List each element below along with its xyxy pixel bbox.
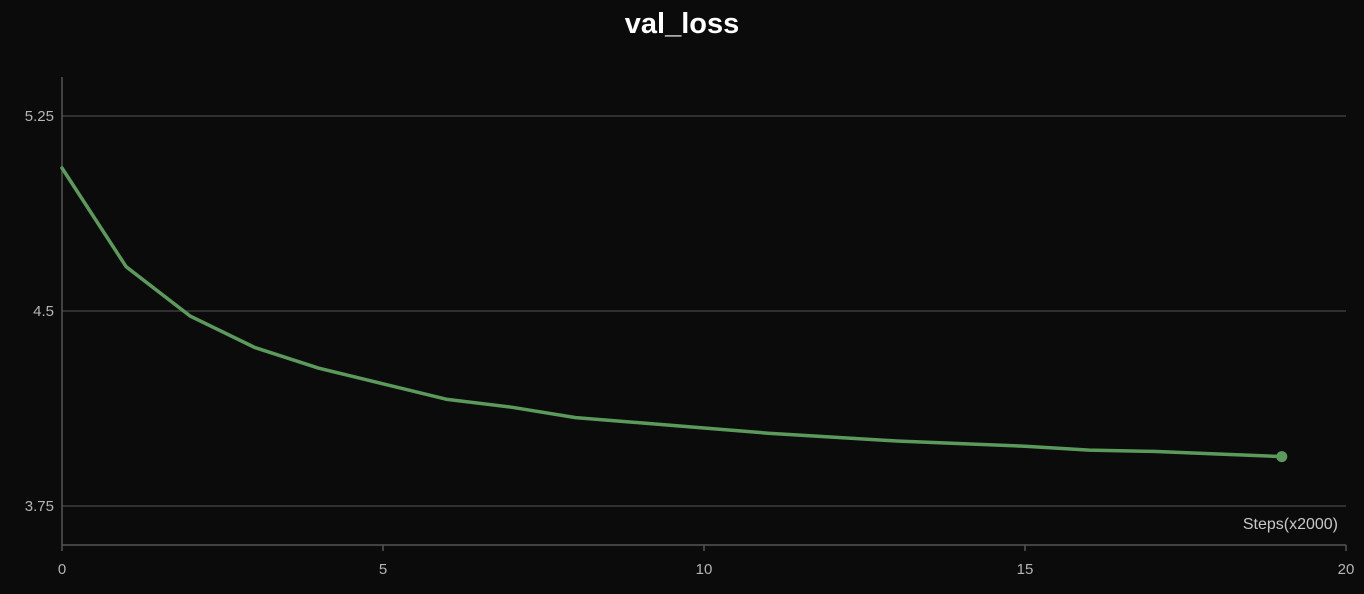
chart-title: val_loss bbox=[624, 8, 740, 40]
y-tick-label: 3.75 bbox=[25, 498, 54, 515]
y-tick-label: 4.5 bbox=[33, 303, 54, 320]
last-point-marker bbox=[1276, 451, 1288, 463]
val-loss-line bbox=[60, 166, 1284, 459]
x-tick-label: 20 bbox=[1338, 561, 1355, 578]
y-tick-label: 5.25 bbox=[25, 108, 54, 125]
x-tick-label: 5 bbox=[379, 561, 387, 578]
x-tick-label: 15 bbox=[1017, 561, 1034, 578]
x-axis-label: Steps(x2000) bbox=[1243, 516, 1338, 533]
x-tick-label: 0 bbox=[58, 561, 66, 578]
x-tick-label: 10 bbox=[696, 561, 713, 578]
